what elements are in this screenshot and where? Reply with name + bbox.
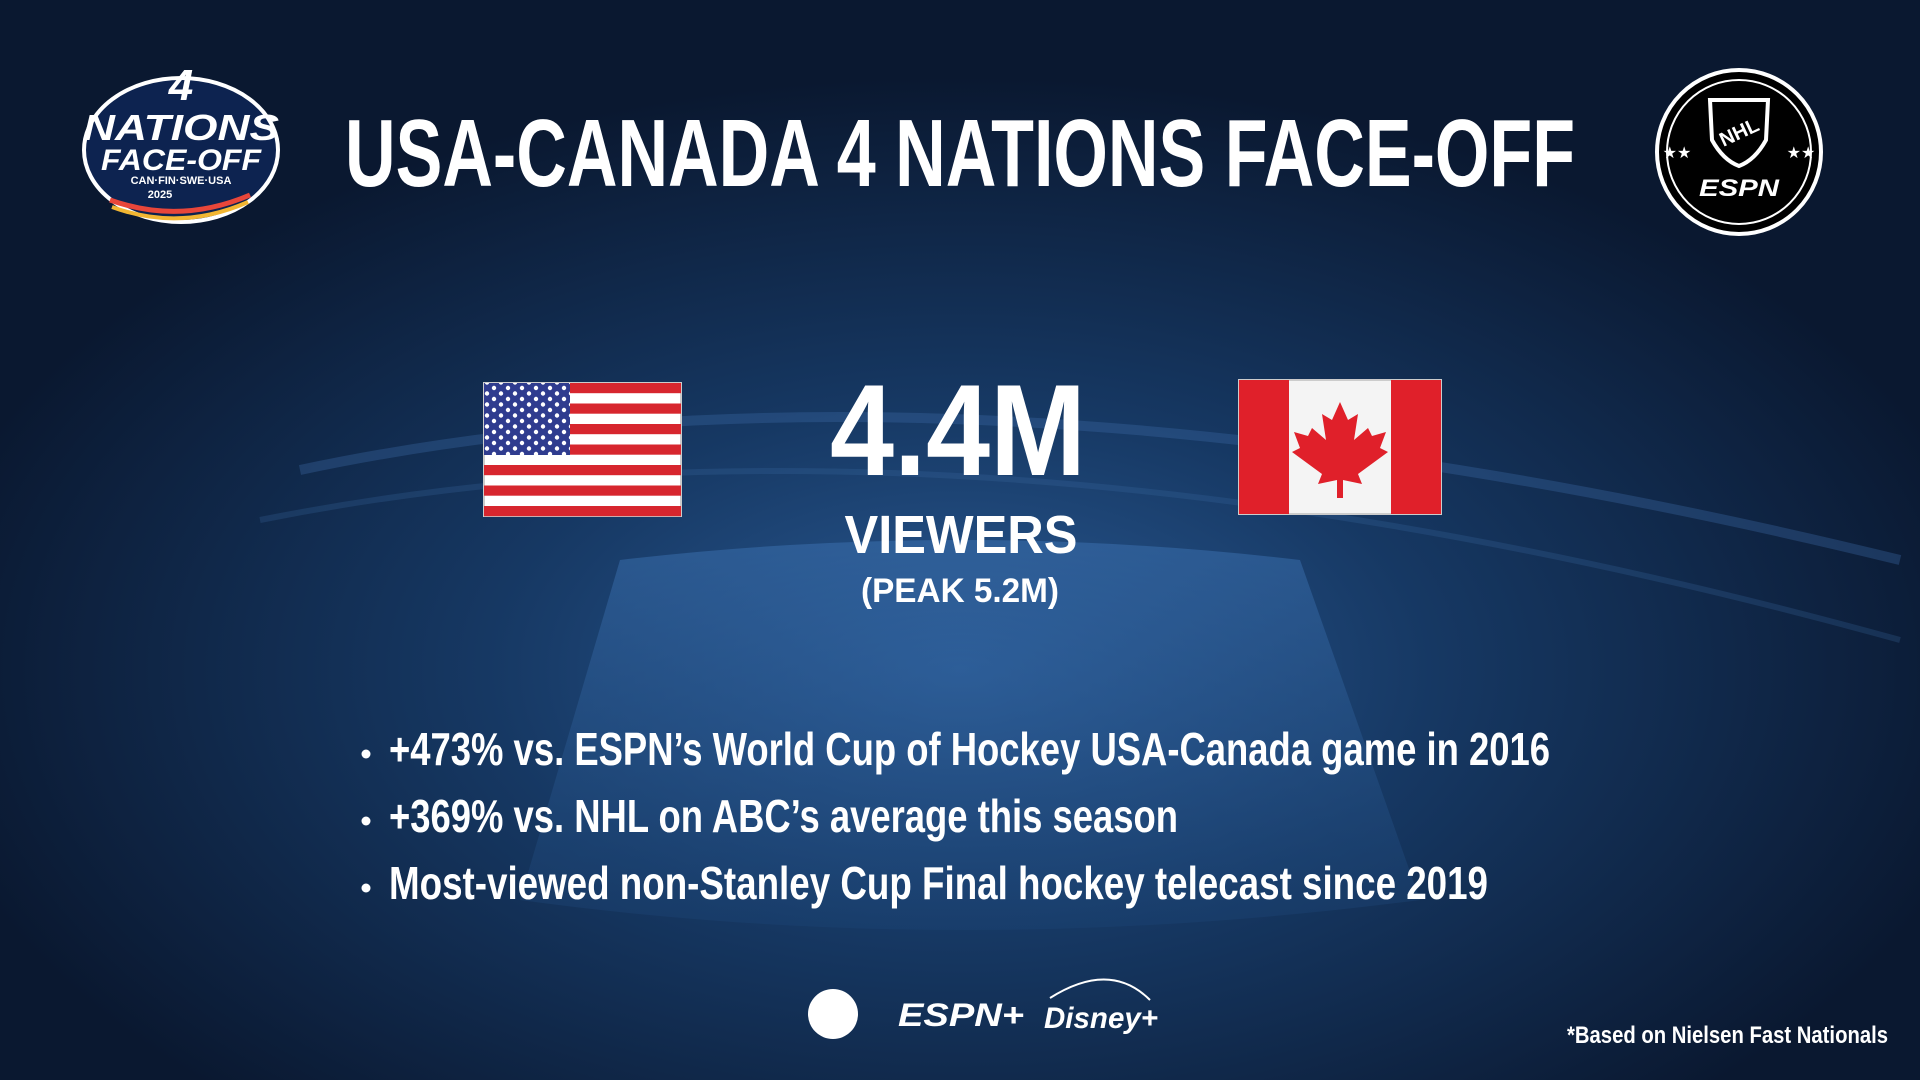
- bullet-text: +473% vs. ESPN’s World Cup of Hockey USA…: [389, 723, 1550, 775]
- abc-logo: [808, 989, 858, 1039]
- logo-stars: ★★: [1663, 145, 1692, 162]
- bullet-dot: [361, 883, 371, 893]
- bullet-dot: [361, 749, 371, 759]
- logo-line: FACE-OFF: [101, 144, 262, 177]
- logo-badge: [82, 76, 280, 224]
- arena-rail: [259, 468, 1901, 643]
- footnote: *Based on Nielsen Fast Nationals: [1567, 1022, 1888, 1049]
- canada-flag: [1238, 379, 1442, 515]
- logo-swoosh: [111, 200, 249, 221]
- logo-countries: CAN·FIN·SWE·USA: [131, 175, 232, 187]
- flag-stars: [484, 383, 570, 455]
- logo-stars: ★★: [1787, 145, 1816, 162]
- disney-arc: [1049, 978, 1151, 1001]
- logo-line: NATIONS: [83, 107, 279, 148]
- bullet-text: +369% vs. NHL on ABC’s average this seas…: [389, 790, 1178, 842]
- network-text: ESPN: [1699, 175, 1780, 202]
- event-logo: 4 NATIONS FACE-OFF CAN·FIN·SWE·USA 2025: [82, 61, 280, 224]
- flag-stripes: [484, 383, 681, 517]
- bullet-dot: [361, 816, 371, 826]
- headline-label: VIEWERS: [845, 505, 1078, 565]
- flag-band: [1239, 380, 1289, 514]
- logo-year: 2025: [148, 189, 172, 201]
- headline-value: 4.4M: [830, 357, 1086, 503]
- us-flag: [483, 382, 682, 517]
- league-logo: NHL ESPN ★★ ★★: [1655, 68, 1823, 236]
- nhl-shield: [1707, 98, 1771, 169]
- flag-band: [1391, 380, 1441, 514]
- broadcaster: ESPN+: [898, 997, 1024, 1033]
- logo-ring: [1666, 79, 1812, 225]
- rink: [520, 540, 1420, 930]
- maple-leaf: [1292, 402, 1388, 498]
- headline-peak: (PEAK 5.2M): [861, 572, 1059, 610]
- broadcaster: Disney+: [1044, 1002, 1158, 1035]
- broadcaster: abc: [816, 1004, 850, 1026]
- bullet-text: Most-viewed non-Stanley Cup Final hockey…: [389, 857, 1488, 909]
- logo-number: 4: [168, 61, 193, 110]
- title: USA-CANADA 4 NATIONS FACE-OFF: [345, 100, 1575, 207]
- logo-swoosh: [109, 192, 251, 214]
